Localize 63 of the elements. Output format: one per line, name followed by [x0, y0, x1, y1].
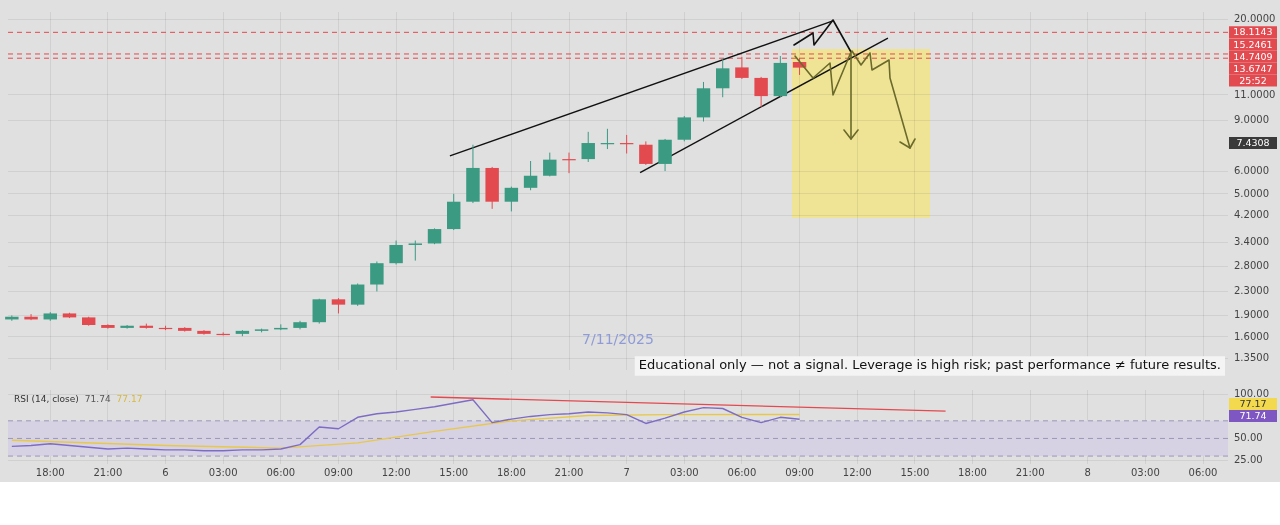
x-tick-label: 15:00	[900, 466, 930, 478]
text: 77.17	[1239, 397, 1267, 409]
candlestick	[312, 298, 326, 325]
y-tick-label: 50.00	[1234, 432, 1263, 444]
chart-title: RSI (14, close)	[14, 394, 79, 404]
x-tick-label: 6	[162, 466, 169, 478]
x-tick-label: 18:00	[958, 466, 987, 478]
y-tick-label: 20.0000	[1234, 13, 1276, 25]
text: 25:52	[1239, 74, 1267, 86]
ref-line-label: 14.7409	[1233, 50, 1273, 62]
candlestick	[754, 76, 768, 108]
ref-line-label: 15.2461	[1233, 38, 1273, 50]
text: 13.6747	[1233, 62, 1273, 74]
y-tick-label: 4.2000	[1234, 209, 1269, 221]
ref-line-label: 18.1143	[1233, 26, 1273, 38]
candlestick	[677, 115, 692, 142]
x-tick-label: 03:00	[1130, 466, 1160, 478]
x-tick-label: 03:00	[669, 466, 699, 478]
x-tick-label: 18:00	[496, 466, 526, 478]
candlestick	[639, 140, 653, 166]
x-tick-label: 12:00	[381, 466, 411, 478]
y-tick-label: 6.0000	[1234, 164, 1269, 176]
x-tick-label: 21:00	[1015, 466, 1045, 478]
y-tick-label: 5.0000	[1234, 187, 1269, 199]
x-tick-label: 21:00	[93, 466, 123, 478]
candlestick	[715, 58, 730, 98]
candlestick	[581, 131, 595, 163]
text: 71.74	[1239, 409, 1267, 421]
x-tick-label: 09:00	[785, 466, 814, 478]
y-tick-label: 9.0000	[1234, 113, 1269, 125]
annotation: 77.17	[116, 394, 143, 404]
x-tick-label: 06:00	[266, 466, 296, 478]
y-tick-label: 1.6000	[1234, 330, 1269, 342]
annotation: 71.74	[84, 394, 111, 404]
candlestick	[504, 186, 519, 212]
x-tick-label: 8	[1084, 466, 1091, 478]
candlestick	[523, 160, 538, 191]
y-tick-label: 2.8000	[1234, 260, 1269, 272]
candlestick	[350, 282, 365, 307]
y-tick-label: 100.00	[1234, 388, 1269, 399]
candlestick	[408, 240, 423, 262]
y-tick-label: 2.3000	[1234, 285, 1269, 297]
x-tick-label: 09:00	[324, 466, 353, 478]
x-tick-label: 06:00	[1188, 466, 1218, 478]
y-tick-label: 1.3500	[1234, 351, 1269, 363]
x-tick-label: 18:00	[35, 466, 65, 478]
text: 7.4308	[1236, 136, 1270, 148]
x-tick-label: 12:00	[842, 466, 872, 478]
annotation: 7/11/2025	[582, 330, 654, 347]
x-tick-label: 15:00	[439, 466, 469, 478]
x-tick-label: 7	[623, 466, 630, 478]
x-tick-label: 03:00	[208, 466, 238, 478]
candlestick	[370, 260, 384, 292]
y-tick-label: 3.4000	[1234, 235, 1269, 247]
candlestick	[389, 240, 403, 266]
y-tick-label: 11.0000	[1234, 88, 1276, 100]
candlestick	[101, 323, 115, 330]
y-tick-label: 25.00	[1234, 454, 1263, 466]
candlestick	[120, 324, 134, 330]
x-tick-label: 21:00	[554, 466, 584, 478]
y-tick-label: 1.9000	[1234, 309, 1269, 320]
x-tick-label: 06:00	[727, 466, 757, 478]
annotation: Educational only — not a signal. Leverage is high risk; past performance ≠ future results.	[638, 357, 1221, 373]
